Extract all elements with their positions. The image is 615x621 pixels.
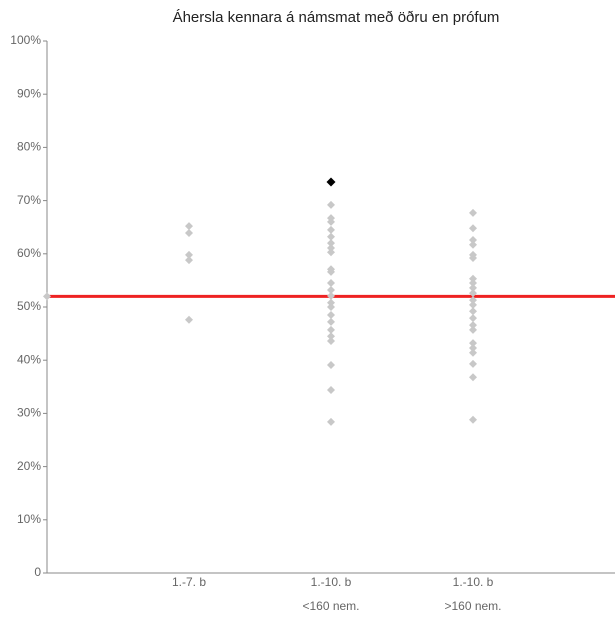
x-tick-label: <160 nem. [302, 599, 359, 613]
point [469, 254, 477, 263]
point [469, 235, 477, 244]
point [327, 310, 335, 319]
point [327, 232, 335, 241]
point [185, 256, 193, 265]
point [327, 325, 335, 334]
y-tick-label: 0 [34, 565, 41, 579]
point [327, 417, 335, 426]
y-tick-label: 90% [17, 86, 41, 100]
point [469, 307, 477, 316]
x-tick-label: 1.-10. b [453, 575, 494, 589]
x-tick-label: 1.-7. b [172, 575, 206, 589]
point [469, 289, 477, 298]
point [469, 296, 477, 305]
y-tick-label: 50% [17, 299, 41, 313]
point [327, 279, 335, 288]
x-tick-label: >160 nem. [444, 599, 501, 613]
point [469, 224, 477, 233]
point [185, 229, 193, 238]
y-tick-label: 100% [10, 33, 41, 47]
point [327, 360, 335, 369]
chart-title: Áhersla kennara á námsmat með öðru en pr… [173, 9, 500, 26]
point [469, 321, 477, 330]
point [327, 267, 335, 276]
y-tick-label: 20% [17, 459, 41, 473]
x-tick-label: 1.-10. b [311, 575, 352, 589]
point [469, 240, 477, 249]
point [327, 285, 335, 294]
point [469, 325, 477, 334]
point [327, 239, 335, 248]
point [469, 359, 477, 368]
point [327, 303, 335, 311]
point [185, 250, 193, 259]
point [469, 343, 477, 352]
point [327, 385, 335, 394]
point [185, 315, 193, 324]
point [327, 337, 335, 346]
point [327, 243, 335, 252]
y-tick-label: 10% [17, 512, 41, 526]
point [469, 283, 477, 292]
point [327, 225, 335, 234]
point [327, 217, 335, 226]
highlight-point [326, 177, 336, 187]
point [469, 314, 477, 323]
y-tick-label: 40% [17, 352, 41, 366]
point [469, 279, 477, 288]
point [185, 222, 193, 231]
point [469, 348, 477, 357]
point [327, 200, 335, 209]
point [327, 298, 335, 307]
point [469, 300, 477, 309]
y-tick-label: 60% [17, 246, 41, 260]
point [327, 248, 335, 257]
reference-marker [43, 292, 51, 301]
point [469, 208, 477, 217]
point [469, 373, 477, 382]
y-tick-label: 70% [17, 193, 41, 207]
y-tick-label: 30% [17, 406, 41, 420]
point [327, 291, 335, 300]
point [327, 317, 335, 326]
point [327, 332, 335, 341]
point [469, 274, 477, 283]
y-tick-label: 80% [17, 140, 41, 154]
point [469, 339, 477, 348]
point [469, 415, 477, 424]
